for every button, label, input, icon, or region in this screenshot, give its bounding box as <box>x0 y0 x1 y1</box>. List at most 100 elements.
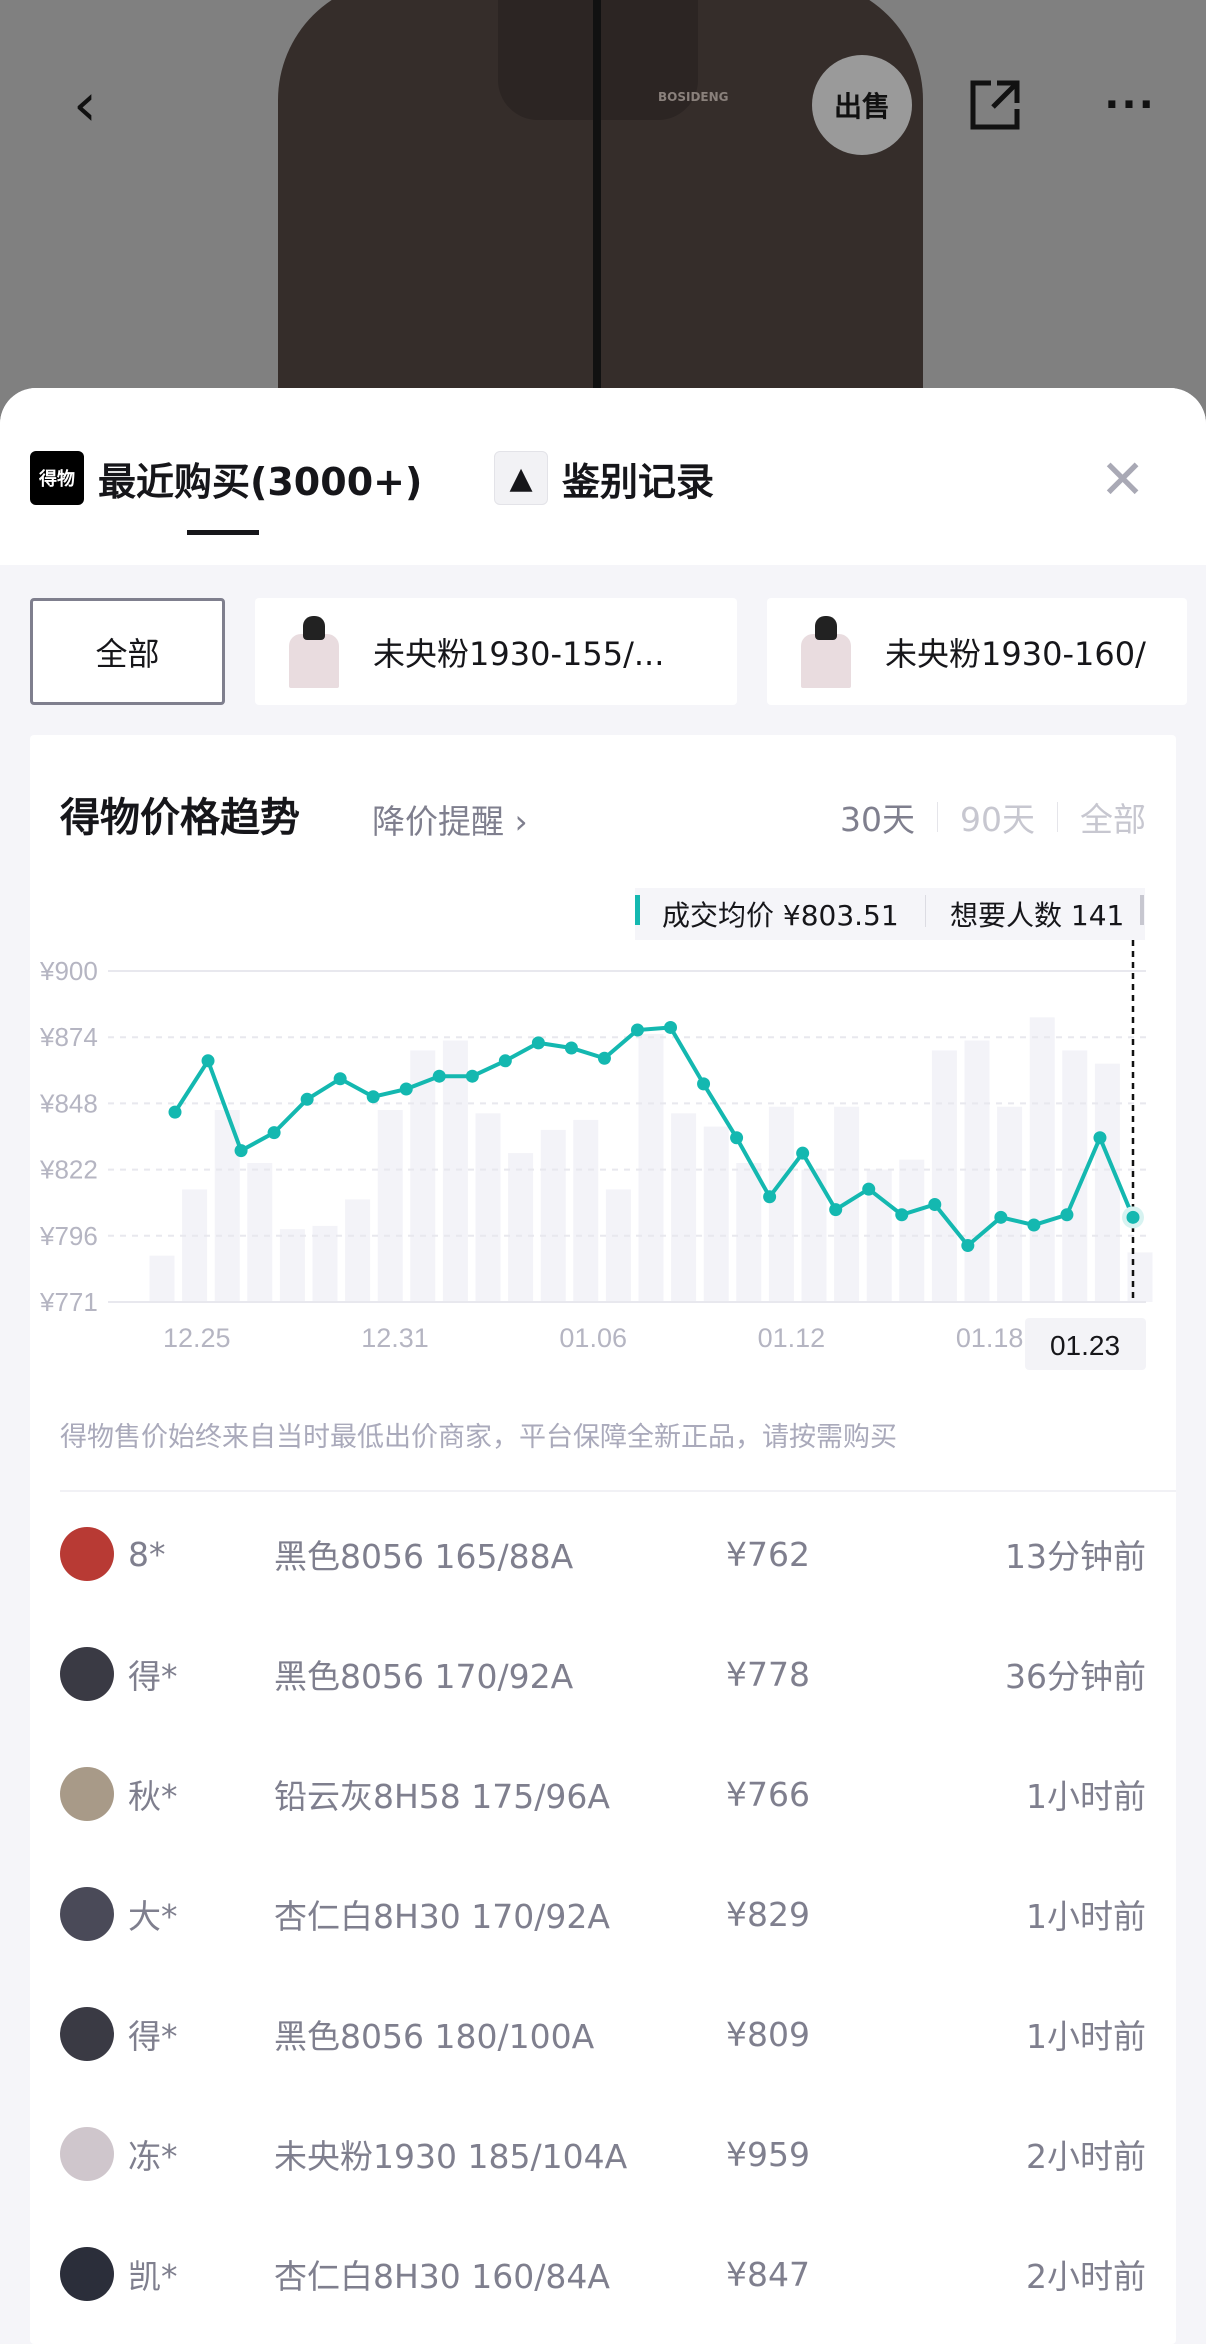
recent-purchases-sheet: 得物 最近购买(3000+) ▲ 鉴别记录 ✕ 全部 未央粉1930-155/.… <box>0 388 1206 2344</box>
tab-bar: 得物 最近购买(3000+) ▲ 鉴别记录 ✕ <box>0 388 1206 565</box>
price-point[interactable] <box>961 1239 975 1253</box>
price-point[interactable] <box>730 1131 744 1145</box>
price-point[interactable] <box>399 1082 413 1096</box>
price-point[interactable] <box>1027 1218 1041 1232</box>
x-tick-label: 01.06 <box>559 1323 627 1353</box>
volume-bar <box>1029 1017 1055 1302</box>
tab-authentication-records[interactable]: ▲ 鉴别记录 <box>494 450 714 506</box>
price-point[interactable] <box>564 1041 578 1055</box>
filter-variant[interactable]: 未央粉1930-160/ <box>767 598 1187 705</box>
volume-bar <box>247 1162 273 1302</box>
y-tick-label: ¥771 <box>39 1287 98 1317</box>
avatar <box>60 1767 114 1821</box>
avatar <box>60 1527 114 1581</box>
avatar <box>60 2127 114 2181</box>
y-tick-label: ¥874 <box>39 1022 98 1052</box>
range-selector: 30天 90天 全部 <box>840 793 1146 841</box>
price: ¥829 <box>726 1894 810 1934</box>
variant: 黑色8056 170/92A <box>274 1657 574 1696</box>
y-tick-label: ¥796 <box>39 1221 98 1251</box>
price-point[interactable] <box>531 1036 545 1050</box>
price-point[interactable] <box>300 1092 314 1106</box>
price-chart[interactable]: ¥900 ¥874 ¥848 ¥822 ¥796 ¥771 12.25 12.31 01.06 0… <box>30 735 1176 1385</box>
price-point[interactable] <box>1093 1131 1107 1145</box>
y-tick-label: ¥848 <box>39 1088 98 1118</box>
range-90d[interactable]: 90天 <box>960 800 1035 839</box>
tooltip-marker <box>635 895 640 925</box>
variant: 杏仁白8H30 170/92A <box>274 1897 610 1936</box>
price-alert-link[interactable]: 降价提醒 › <box>372 802 528 841</box>
volume-bar <box>964 1040 990 1302</box>
avg-price-label: 成交均价 ¥803.51 <box>662 899 899 932</box>
back-button[interactable]: ‹ <box>50 60 120 150</box>
filter-all[interactable]: 全部 <box>30 598 225 705</box>
volume-bar <box>508 1153 534 1302</box>
price-point[interactable] <box>697 1077 711 1091</box>
jacket-thumbnail-icon: ▲ <box>494 451 548 505</box>
range-30d[interactable]: 30天 <box>840 800 915 839</box>
price-point[interactable] <box>895 1208 909 1222</box>
price-point[interactable] <box>664 1020 678 1034</box>
price-point[interactable] <box>498 1054 512 1068</box>
jacket-thumbnail <box>285 615 343 688</box>
volume-bar <box>671 1113 697 1302</box>
price-point[interactable] <box>201 1054 215 1068</box>
time: 36分钟前 <box>1005 1657 1146 1696</box>
price-point[interactable] <box>234 1144 248 1158</box>
volume-bar <box>214 1110 240 1302</box>
x-tick-label: 12.25 <box>163 1323 231 1353</box>
filter-label: 全部 <box>95 634 160 673</box>
avatar <box>60 2007 114 2061</box>
more-button[interactable]: ··· <box>1090 60 1170 150</box>
price-point[interactable] <box>928 1197 942 1211</box>
volume-bar <box>1094 1063 1120 1302</box>
variant: 黑色8056 180/100A <box>274 2017 595 2056</box>
price-point[interactable] <box>763 1190 777 1204</box>
time: 13分钟前 <box>1005 1537 1146 1576</box>
volume-bar <box>279 1229 305 1302</box>
want-count-label: 想要人数 141 <box>950 899 1124 932</box>
price-point[interactable] <box>994 1210 1008 1224</box>
x-tick-label-selected: 01.23 <box>1050 1330 1120 1361</box>
price-point[interactable] <box>630 1023 644 1037</box>
avatar <box>60 1887 114 1941</box>
variant: 黑色8056 165/88A <box>274 1537 574 1576</box>
price-point[interactable] <box>432 1069 446 1083</box>
price-point[interactable] <box>168 1105 182 1119</box>
close-button[interactable]: ✕ <box>1100 448 1145 511</box>
price: ¥809 <box>726 2014 810 2054</box>
sell-button[interactable]: 出售 <box>812 55 912 155</box>
range-all[interactable]: 全部 <box>1080 800 1146 839</box>
price-point[interactable] <box>267 1126 281 1140</box>
filter-variant[interactable]: 未央粉1930-155/... <box>255 598 737 705</box>
purchase-row: 凯* 杏仁白8H30 160/84A ¥847 2小时前 <box>60 2244 1146 2304</box>
active-tab-indicator <box>187 530 259 535</box>
price-point[interactable] <box>829 1203 843 1217</box>
volume-bar <box>182 1189 208 1302</box>
volume-bar <box>410 1050 436 1302</box>
time: 2小时前 <box>1026 2137 1146 2176</box>
price-point[interactable] <box>333 1072 347 1086</box>
close-icon: ✕ <box>1100 448 1146 511</box>
price-point[interactable] <box>465 1069 479 1083</box>
tooltip-edge <box>1140 895 1144 925</box>
volume-bar <box>573 1119 599 1302</box>
volume-bar <box>899 1159 925 1302</box>
volume-bar <box>540 1129 566 1302</box>
jacket-thumbnail <box>797 615 855 688</box>
price-point[interactable] <box>862 1182 876 1196</box>
price: ¥959 <box>726 2134 810 2174</box>
price-point[interactable] <box>1126 1210 1140 1224</box>
x-tick-label: 01.12 <box>758 1323 826 1353</box>
price: ¥766 <box>726 1774 810 1814</box>
price-point[interactable] <box>796 1146 810 1160</box>
price-point[interactable] <box>1060 1208 1074 1222</box>
volume-bar <box>1127 1252 1153 1302</box>
x-tick-label: 12.31 <box>361 1323 429 1353</box>
buyer-name: 凯* <box>128 2257 178 2296</box>
price-point[interactable] <box>597 1051 611 1065</box>
purchase-row: 8* 黑色8056 165/88A ¥762 13分钟前 <box>60 1524 1146 1584</box>
share-button[interactable] <box>955 60 1035 150</box>
price-point[interactable] <box>366 1090 380 1104</box>
tab-recent-purchases[interactable]: 得物 最近购买(3000+) <box>30 450 422 506</box>
